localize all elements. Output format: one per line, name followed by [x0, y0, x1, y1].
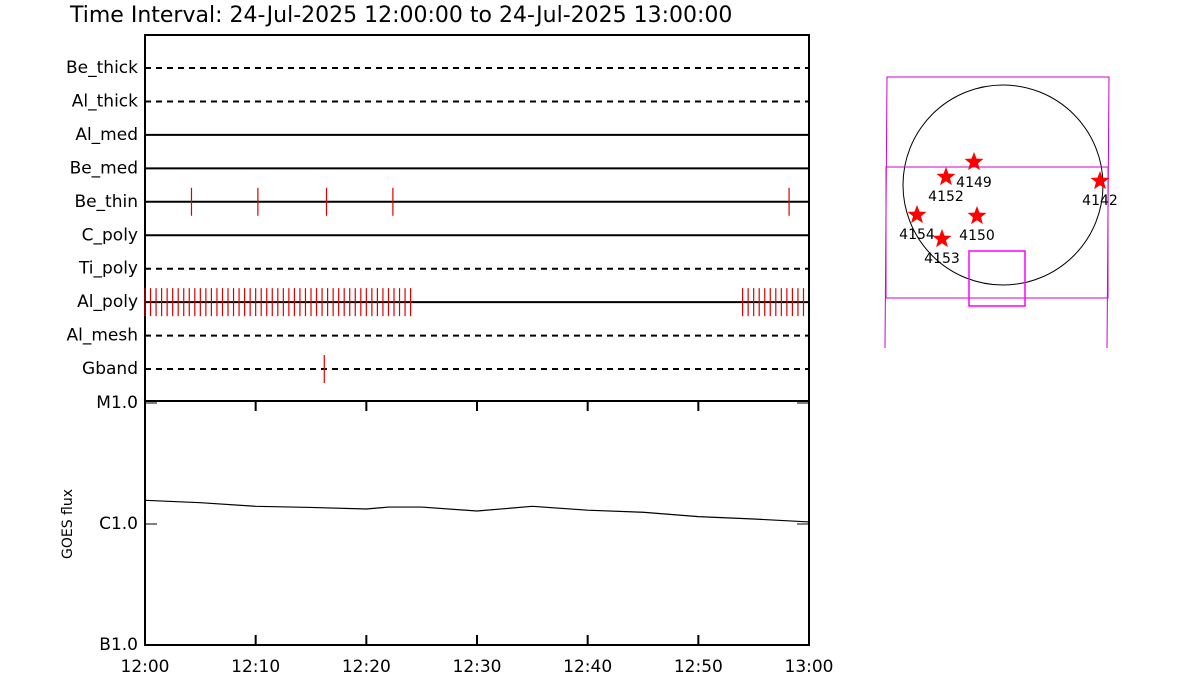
- plot-frame: [144, 34, 810, 646]
- fov-box: [968, 250, 1026, 307]
- region-star: [932, 229, 952, 248]
- row-label: Be_med: [70, 158, 138, 178]
- region-label: 4142: [1082, 193, 1118, 209]
- y-tick-label: M1.0: [96, 393, 138, 413]
- region-label: 4153: [924, 251, 960, 267]
- row-label: Al_poly: [77, 292, 138, 312]
- row-label: Ti_poly: [78, 259, 138, 279]
- row-label: Gband: [82, 359, 138, 379]
- row-label: Al_thick: [72, 91, 138, 111]
- region-star: [907, 205, 927, 224]
- region-star: [967, 206, 987, 225]
- y-tick-label: B1.0: [99, 635, 138, 655]
- x-tick-label: 12:00: [121, 657, 170, 677]
- x-tick-label: 12:40: [563, 657, 612, 677]
- title: Time Interval: 24-Jul-2025 12:00:00 to 2…: [69, 3, 732, 28]
- y-tick-label: C1.0: [99, 514, 138, 534]
- row-label: Al_med: [75, 125, 138, 145]
- region-label: 4150: [959, 228, 995, 244]
- region-star: [964, 152, 984, 171]
- goes-curve: [144, 499, 810, 523]
- sun-map: [884, 76, 1110, 349]
- x-tick-label: 12:10: [231, 657, 280, 677]
- region-label: 4149: [956, 175, 992, 191]
- x-tick-label: 12:20: [342, 657, 391, 677]
- x-tick-label: 12:50: [674, 657, 723, 677]
- fov-box: [885, 166, 1109, 299]
- x-tick-label: 13:00: [785, 657, 834, 677]
- row-label: Be_thin: [74, 192, 138, 212]
- y-axis-label: GOES flux: [60, 489, 76, 559]
- row-label: Al_mesh: [66, 326, 138, 346]
- region-star: [936, 167, 956, 186]
- region-label: 4154: [899, 227, 935, 243]
- row-label: Be_thick: [66, 58, 138, 78]
- region-star: [1090, 171, 1110, 190]
- x-tick-label: 12:30: [453, 657, 502, 677]
- region-label: 4152: [928, 189, 964, 205]
- row-label: C_poly: [82, 225, 138, 245]
